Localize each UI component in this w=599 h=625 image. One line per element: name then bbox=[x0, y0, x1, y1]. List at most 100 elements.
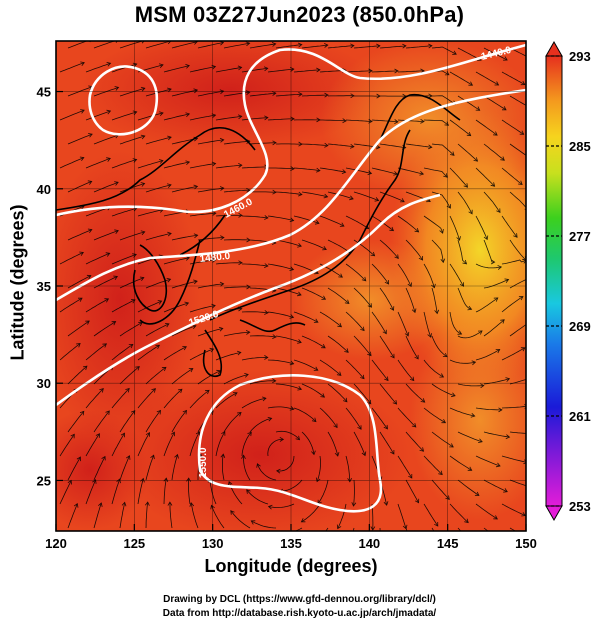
streamline bbox=[137, 209, 164, 217]
streamline bbox=[483, 431, 510, 438]
streamline-arrowhead bbox=[310, 543, 314, 547]
streamline bbox=[241, 356, 268, 361]
streamline bbox=[243, 455, 251, 481]
streamline-arrowhead bbox=[500, 319, 505, 324]
streamline-arrowhead bbox=[442, 352, 448, 358]
streamline-arrowhead bbox=[87, 228, 93, 234]
streamline-arrowhead bbox=[156, 409, 161, 415]
streamline bbox=[93, 230, 119, 241]
streamline-arrowhead bbox=[210, 504, 215, 510]
streamline-arrowhead bbox=[101, 455, 106, 461]
streamline bbox=[267, 215, 294, 221]
streamline-arrowhead bbox=[132, 158, 138, 163]
streamline bbox=[475, 297, 499, 313]
streamline bbox=[397, 503, 407, 529]
colorbar-tick-label: 293 bbox=[569, 49, 591, 64]
streamline-arrowhead bbox=[357, 425, 362, 430]
streamline bbox=[67, 181, 92, 193]
streamline bbox=[397, 311, 409, 337]
streamline bbox=[275, 430, 300, 440]
streamline bbox=[475, 263, 502, 269]
streamline-arrowhead bbox=[104, 298, 110, 303]
streamline-arrowhead bbox=[376, 43, 381, 49]
streamline bbox=[251, 520, 277, 529]
streamline-arrowhead bbox=[529, 56, 533, 60]
streamline bbox=[449, 71, 473, 86]
x-tick-label: 120 bbox=[45, 536, 67, 551]
streamline-arrowhead bbox=[493, 515, 498, 520]
streamline bbox=[67, 41, 88, 49]
streamline bbox=[189, 431, 200, 457]
streamline-arrowhead bbox=[527, 155, 531, 159]
streamline bbox=[353, 479, 355, 507]
streamline bbox=[293, 407, 317, 422]
streamline-arrowhead bbox=[82, 365, 88, 371]
streamline bbox=[223, 189, 250, 193]
streamline-arrowhead bbox=[167, 41, 172, 45]
streamline-arrowhead bbox=[86, 274, 92, 280]
streamline bbox=[294, 527, 303, 531]
colorbar-top-arrow bbox=[545, 40, 563, 57]
streamline-arrowhead bbox=[382, 329, 387, 335]
streamline-arrowhead bbox=[438, 470, 443, 476]
streamline-arrowhead bbox=[159, 111, 164, 116]
streamline-arrowhead bbox=[167, 87, 172, 93]
streamline bbox=[119, 231, 145, 241]
streamline-arrowhead bbox=[350, 143, 355, 149]
streamline-arrowhead bbox=[420, 398, 426, 403]
streamline-arrowhead bbox=[167, 135, 172, 141]
streamline-arrowhead bbox=[531, 485, 535, 489]
streamline-arrowhead bbox=[434, 309, 440, 315]
streamline-arrowhead bbox=[493, 297, 499, 302]
streamline-arrowhead bbox=[360, 374, 365, 380]
streamline-arrowhead bbox=[316, 67, 321, 73]
streamline-arrowhead bbox=[174, 453, 179, 459]
streamline-arrowhead bbox=[182, 409, 187, 415]
streamline bbox=[137, 478, 144, 505]
colorbar-tick-label: 285 bbox=[569, 139, 591, 154]
streamline-arrowhead bbox=[188, 368, 194, 373]
streamline-arrowhead bbox=[475, 106, 481, 111]
y-axis-ticks: 25 30 35 40 45 bbox=[37, 85, 63, 488]
streamline-arrowhead bbox=[527, 321, 531, 325]
streamline-arrowhead bbox=[177, 388, 183, 394]
streamline-arrowhead bbox=[211, 161, 217, 167]
streamline bbox=[67, 133, 93, 145]
streamline-arrowhead bbox=[528, 106, 532, 110]
streamline-arrowhead bbox=[400, 198, 405, 203]
streamline-arrowhead bbox=[419, 447, 425, 452]
streamline bbox=[475, 167, 495, 187]
streamline bbox=[397, 119, 425, 122]
streamline bbox=[59, 480, 72, 505]
streamline-arrowhead bbox=[402, 43, 407, 49]
streamline-arrowhead bbox=[520, 347, 526, 352]
streamline-arrowhead bbox=[185, 64, 190, 69]
streamline bbox=[301, 94, 329, 97]
streamline bbox=[163, 346, 187, 361]
streamline-arrowhead bbox=[246, 489, 251, 494]
streamline bbox=[267, 359, 294, 365]
streamline-arrowhead bbox=[271, 42, 277, 47]
streamline bbox=[423, 407, 446, 424]
streamline bbox=[379, 191, 405, 203]
streamline bbox=[119, 366, 140, 385]
streamline bbox=[169, 502, 173, 529]
streamline bbox=[223, 374, 249, 385]
streamline bbox=[171, 280, 198, 289]
streamline-arrowhead bbox=[428, 43, 433, 49]
temperature-field bbox=[56, 41, 526, 531]
streamline-arrowhead bbox=[70, 433, 75, 439]
streamline bbox=[405, 143, 432, 148]
streamline bbox=[223, 42, 250, 49]
streamline bbox=[67, 229, 92, 241]
streamline-arrowhead bbox=[139, 276, 145, 282]
streamline bbox=[457, 143, 478, 162]
streamline bbox=[241, 311, 269, 314]
streamline bbox=[293, 69, 320, 73]
streamline-arrowhead bbox=[105, 410, 110, 415]
streamline-arrowhead bbox=[383, 424, 388, 430]
streamline bbox=[241, 431, 252, 457]
streamline bbox=[267, 118, 295, 121]
streamline-arrowhead bbox=[341, 169, 347, 174]
